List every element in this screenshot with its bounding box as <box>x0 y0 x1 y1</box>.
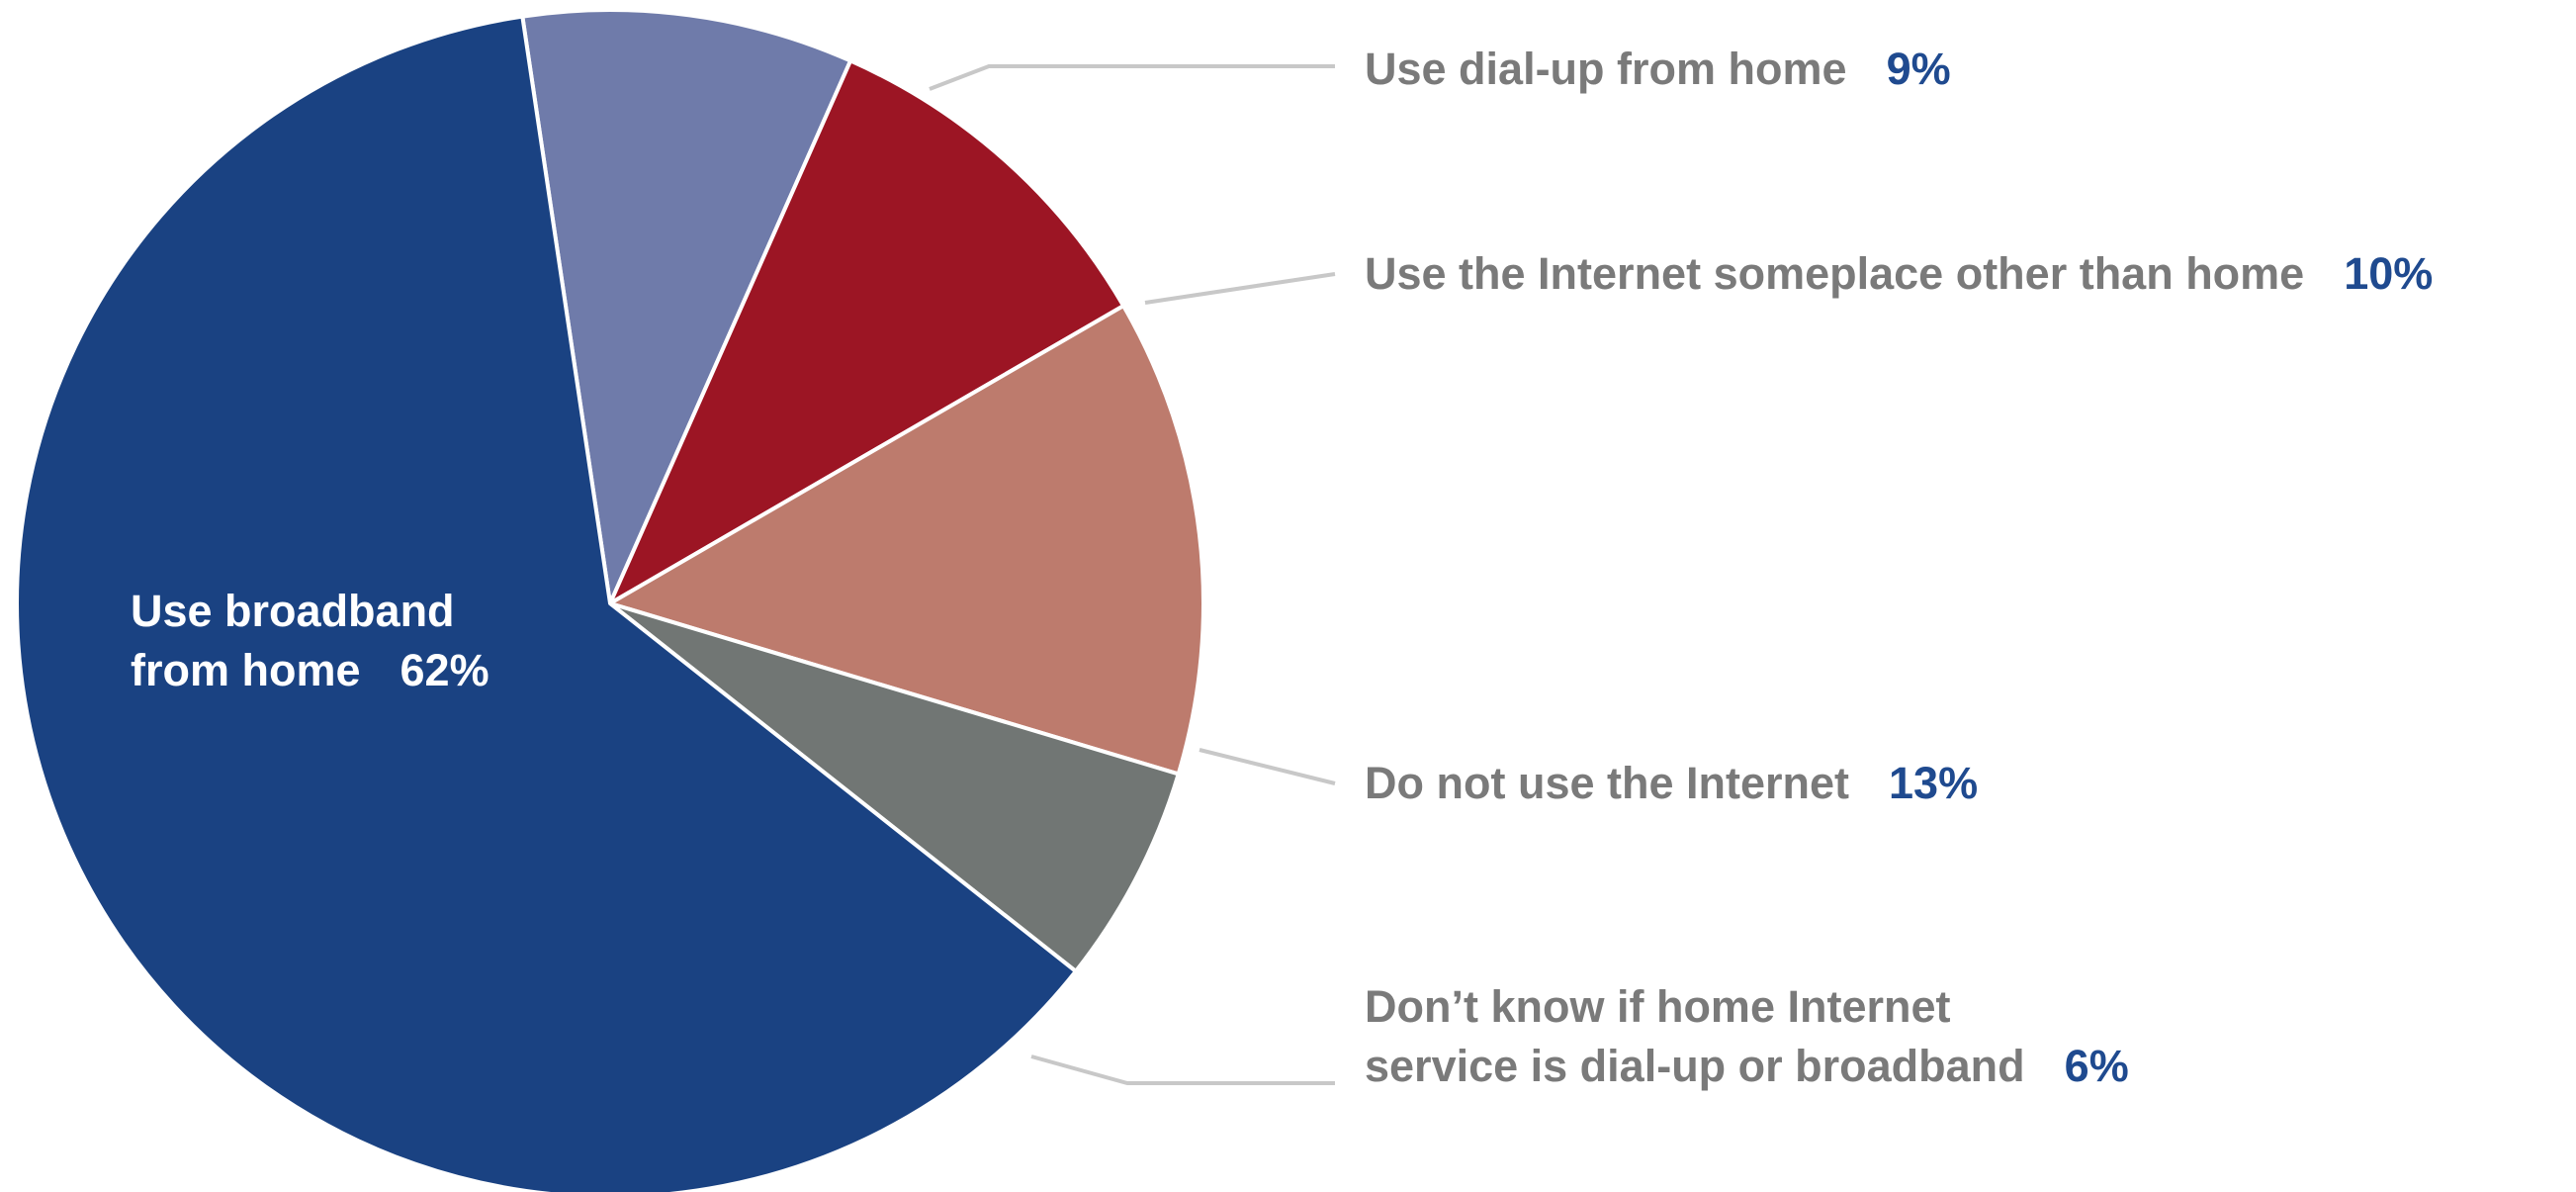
slice-label-text: service is dial-up or broadband <box>1365 1041 2025 1091</box>
slice-label-text: Don’t know if home Internet <box>1365 981 1951 1032</box>
leader-line-1 <box>929 64 1335 91</box>
leader-line-3 <box>1199 748 1336 785</box>
slice-label-text: Use the Internet someplace other than ho… <box>1365 248 2304 299</box>
slice-label-text: from home <box>131 645 361 695</box>
pie-slice-5 <box>15 14 1078 1192</box>
slice-value-1: 9% <box>1887 44 1951 94</box>
pie-slice-3 <box>608 304 1205 777</box>
slice-label-1: Use dial-up from home 9% <box>1365 44 1951 94</box>
slice-label-3: Do not use the Internet 13% <box>1365 758 1978 808</box>
pie-slice-1 <box>520 8 853 605</box>
pie-slices <box>15 8 1205 1192</box>
slice-label-5-line-1: Use broadband <box>131 586 455 636</box>
pie-slice-4 <box>608 601 1181 973</box>
slice-value-2: 10% <box>2344 248 2433 299</box>
slice-label-text: Use dial-up from home <box>1365 44 1847 94</box>
slice-value-5: 62% <box>400 645 489 695</box>
slice-label-4-line-2: service is dial-up or broadband 6% <box>1365 1041 2129 1091</box>
slice-label-text: Do not use the Internet <box>1365 758 1849 808</box>
slice-label-text: Use broadband <box>131 586 455 636</box>
slice-value-3: 13% <box>1889 758 1978 808</box>
pie-slice-2 <box>608 58 1126 605</box>
slice-label-5-line-2: from home 62% <box>131 645 489 695</box>
leader-line-2 <box>1144 272 1336 305</box>
pie-labels: Use dial-up from home 9% Use the Internet … <box>131 44 2433 1091</box>
slice-value-4: 6% <box>2065 1041 2129 1091</box>
slice-label-4-line-1: Don’t know if home Internet <box>1365 981 1951 1032</box>
leader-line-4 <box>1030 1054 1335 1085</box>
slice-label-2: Use the Internet someplace other than ho… <box>1365 248 2433 299</box>
